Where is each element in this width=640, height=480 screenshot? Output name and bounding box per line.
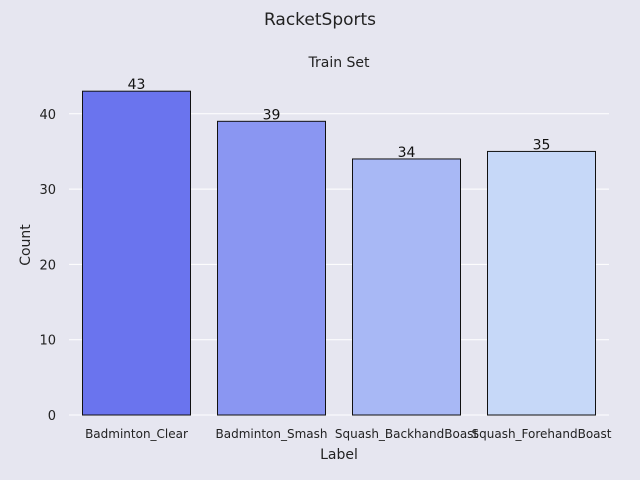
y-tick-label: 40 (39, 108, 56, 123)
x-tick-label: Squash_ForehandBoast (472, 427, 612, 441)
bar-value-labels: 43 39 34 35 (128, 77, 551, 161)
x-axis-label: Label (320, 447, 358, 463)
x-tick-label: Squash_BackhandBoast (335, 427, 479, 441)
bar (82, 90, 191, 416)
bar (217, 120, 326, 416)
y-tick-label: 0 (48, 409, 56, 424)
bars (82, 90, 596, 416)
y-tick-label: 20 (39, 258, 56, 273)
y-axis-label: Count (18, 224, 34, 266)
chart-title: Train Set (307, 55, 370, 71)
y-tick-label: 30 (39, 183, 56, 198)
bar-value-label: 39 (263, 107, 281, 123)
bar-value-label: 35 (533, 137, 551, 153)
x-tick-label: Badminton_Clear (85, 427, 188, 441)
chart-suptitle: RacketSports (264, 10, 376, 30)
y-tick-label: 10 (39, 334, 56, 349)
bar-value-label: 34 (398, 145, 416, 161)
bar-value-label: 43 (128, 77, 146, 93)
bar (352, 158, 461, 416)
bar (487, 150, 596, 416)
x-tick-label: Badminton_Smash (215, 427, 327, 441)
y-tick-labels: 0 10 20 30 40 (39, 108, 56, 424)
x-tick-labels: Badminton_Clear Badminton_Smash Squash_Bac… (85, 427, 612, 441)
